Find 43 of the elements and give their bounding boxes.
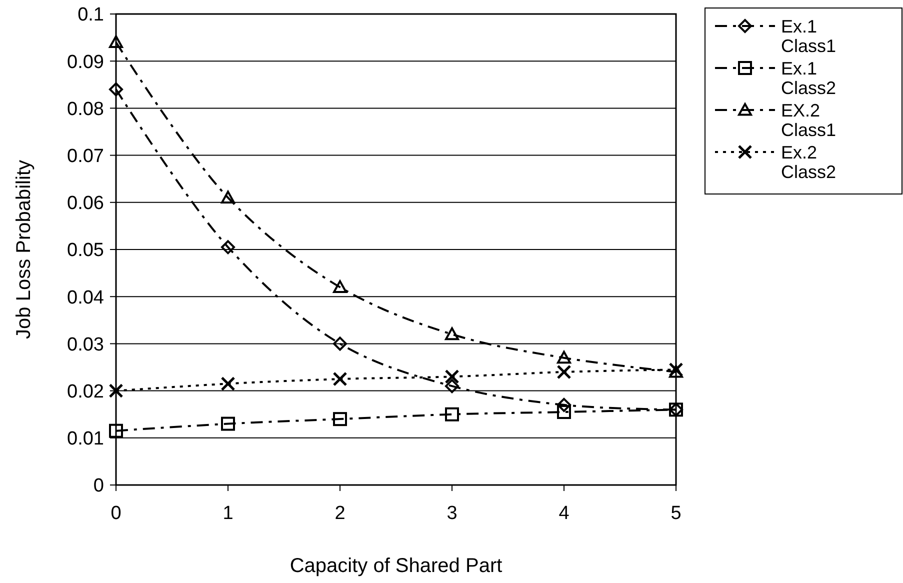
y-tick-label: 0 (93, 476, 104, 497)
point (333, 336, 347, 351)
point (445, 327, 459, 340)
y-tick-label: 0.08 (67, 98, 104, 120)
point (221, 240, 235, 254)
y-tick-label: 0.02 (67, 381, 104, 402)
point (556, 364, 572, 380)
point (108, 384, 124, 398)
y-axis-title: Job Loss Probability (13, 160, 35, 339)
y-tick-label: 0.09 (67, 52, 104, 73)
y-tick-label: 0.07 (67, 146, 104, 167)
point (445, 407, 459, 422)
y-tick-label: 0.06 (67, 193, 104, 214)
y-tick-label: 0.04 (67, 287, 104, 308)
point (109, 424, 123, 438)
point (557, 398, 571, 412)
y-tick-label: 0.01 (67, 428, 104, 450)
legend-label: Ex.1 Class1 (781, 16, 836, 56)
x-tick-label: 4 (558, 503, 570, 524)
x-tick-label: 1 (222, 503, 234, 524)
point (445, 379, 459, 394)
point (557, 350, 571, 364)
x-tick-label: 0 (110, 503, 122, 524)
x-tick-label: 3 (446, 503, 458, 524)
x-tick-label: 2 (334, 503, 346, 524)
y-tick-label: 0.03 (67, 334, 104, 356)
x-tick-label: 5 (670, 503, 682, 524)
x-axis-title: Capacity of Shared Part (290, 555, 503, 577)
point (444, 369, 460, 384)
y-tick-label: 0.1 (78, 4, 104, 26)
y-tick-label: 0.05 (67, 240, 104, 262)
legend-label: EX.2 Class1 (781, 100, 836, 140)
point (109, 35, 123, 48)
legend-label: Ex.1 Class2 (781, 58, 836, 98)
point (221, 416, 235, 431)
point (557, 404, 571, 419)
point (333, 412, 347, 426)
point (221, 190, 235, 204)
point (220, 376, 236, 391)
point (109, 82, 123, 96)
point (333, 280, 347, 293)
legend-label: Ex.2 Class2 (781, 142, 836, 182)
point (332, 372, 348, 386)
